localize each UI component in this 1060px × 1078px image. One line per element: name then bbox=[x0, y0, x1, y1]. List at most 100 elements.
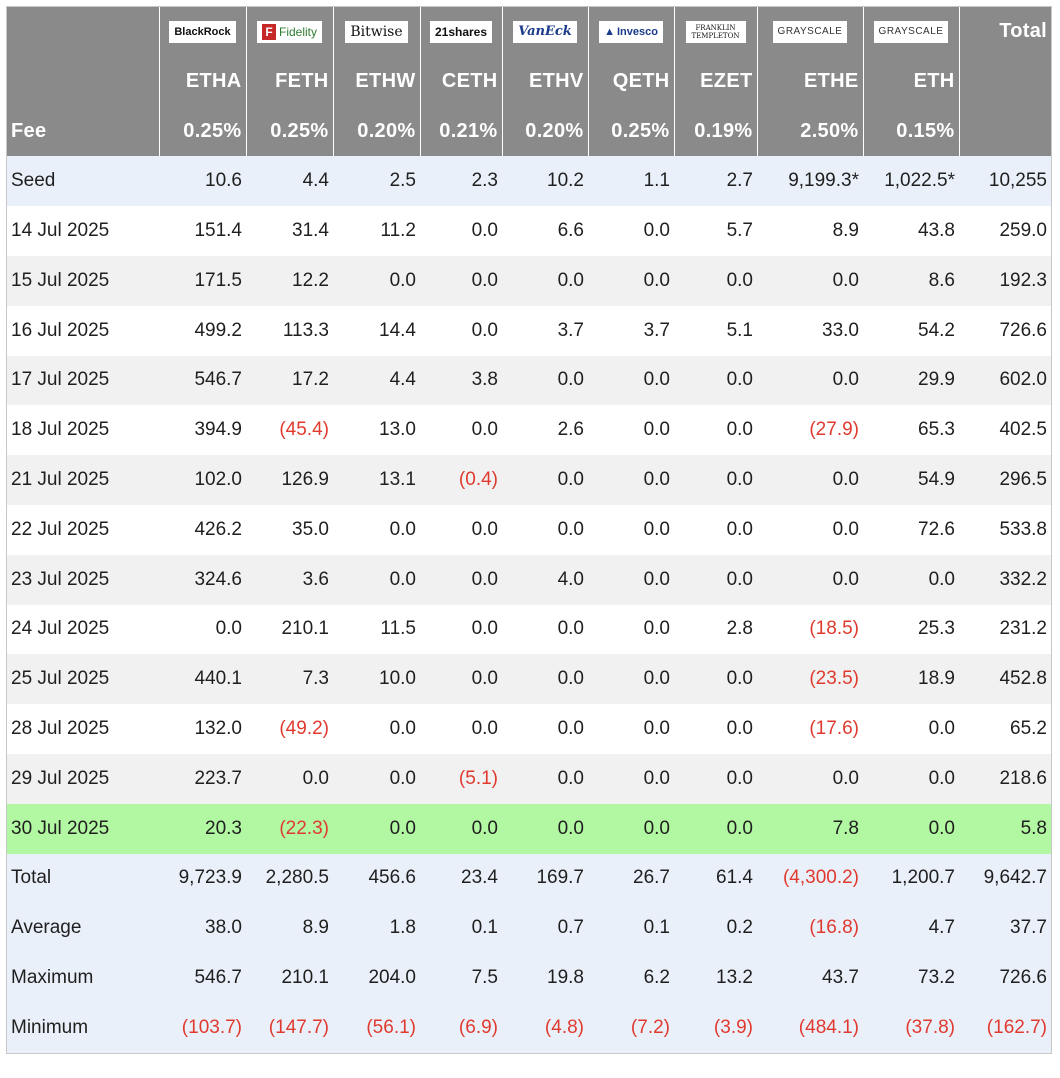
flow-cell: 7.8 bbox=[757, 803, 863, 854]
table-row: 25 Jul 2025 440.1 7.3 10.0 0.0 0.0 0.0 0.0 (23.5… bbox=[7, 654, 1051, 705]
flow-cell: 10.6 bbox=[159, 156, 246, 207]
flow-cell: 0.0 bbox=[757, 355, 863, 406]
table-row: 21 Jul 2025 102.0 126.9 13.1 (0.4) 0.0 0.0 0.0 0… bbox=[7, 455, 1051, 505]
flow-cell: 2.8 bbox=[674, 604, 757, 655]
flow-cell: 0.0 bbox=[674, 753, 757, 804]
flow-cell: 0.0 bbox=[588, 405, 674, 456]
flow-cell: 0.0 bbox=[757, 455, 863, 505]
row-total-cell: 602.0 bbox=[959, 355, 1051, 406]
flow-cell: 0.0 bbox=[863, 753, 959, 804]
logo-header-row: BlackRock F Fidelity Bitwise 21shares Van… bbox=[7, 7, 1051, 57]
flow-cell: 0.0 bbox=[588, 504, 674, 555]
flow-cell: 6.2 bbox=[588, 953, 674, 1003]
flow-cell: 4.7 bbox=[863, 903, 959, 954]
flow-cell: 0.0 bbox=[420, 554, 502, 605]
flow-cell: 0.0 bbox=[420, 803, 502, 854]
row-label: 14 Jul 2025 bbox=[7, 206, 159, 256]
table-row: 28 Jul 2025 132.0 (49.2) 0.0 0.0 0.0 0.0 0.0 (17… bbox=[7, 704, 1051, 754]
flow-cell: 0.0 bbox=[588, 255, 674, 306]
flow-cell: 0.0 bbox=[502, 654, 588, 705]
flow-cell: (484.1) bbox=[757, 1002, 863, 1053]
flow-cell: 1,022.5* bbox=[863, 156, 959, 207]
flow-cell: 25.3 bbox=[863, 604, 959, 655]
flow-cell: 171.5 bbox=[159, 255, 246, 306]
flow-cell: 0.0 bbox=[420, 604, 502, 655]
fidelity-logo-text: Fidelity bbox=[278, 25, 317, 40]
flow-cell: 546.7 bbox=[159, 953, 246, 1003]
flow-cell: 0.0 bbox=[502, 753, 588, 804]
flow-cell: (147.7) bbox=[246, 1002, 333, 1053]
flow-cell: 0.0 bbox=[674, 654, 757, 705]
logo-cell-franklin: FRANKLIN TEMPLETON bbox=[673, 7, 757, 57]
flow-cell: 18.9 bbox=[863, 654, 959, 705]
invesco-mountain-icon: ▲ bbox=[604, 26, 615, 39]
flow-cell: (22.3) bbox=[246, 803, 333, 854]
bitwise-logo: Bitwise bbox=[345, 21, 408, 44]
row-total-cell: 231.2 bbox=[959, 604, 1051, 655]
ticker-total-cell bbox=[958, 56, 1051, 107]
row-label: 28 Jul 2025 bbox=[7, 704, 159, 754]
flow-cell: 0.0 bbox=[674, 704, 757, 754]
flow-cell: 2.3 bbox=[420, 156, 502, 207]
flow-cell: 9,723.9 bbox=[159, 853, 246, 904]
fee-cell: 0.25% bbox=[245, 106, 333, 157]
ticker-cell: FETH bbox=[245, 56, 333, 107]
fee-cell: 0.25% bbox=[587, 106, 674, 157]
flow-cell: (6.9) bbox=[420, 1002, 502, 1053]
flow-cell: 5.1 bbox=[674, 305, 757, 356]
flow-cell: 102.0 bbox=[159, 455, 246, 505]
flow-cell: 0.0 bbox=[757, 504, 863, 555]
logo-cell-grayscale-eth: GRAYSCALE bbox=[862, 7, 959, 57]
flow-cell: (4,300.2) bbox=[757, 853, 863, 904]
table-row: Minimum (103.7) (147.7) (56.1) (6.9) (4.8) (7.… bbox=[7, 1002, 1051, 1053]
etf-flow-table-container: BlackRock F Fidelity Bitwise 21shares Van… bbox=[6, 6, 1052, 1054]
flow-cell: 10.0 bbox=[333, 654, 420, 705]
flow-cell: 499.2 bbox=[159, 305, 246, 356]
flow-cell: 3.7 bbox=[502, 305, 588, 356]
ticker-cell: ETHA bbox=[158, 56, 246, 107]
flow-cell: 12.2 bbox=[246, 255, 333, 306]
ticker-cell: ETHW bbox=[332, 56, 420, 107]
flow-cell: 31.4 bbox=[246, 206, 333, 256]
flow-cell: 426.2 bbox=[159, 504, 246, 555]
flow-cell: 0.0 bbox=[674, 504, 757, 555]
flow-cell: 23.4 bbox=[420, 853, 502, 904]
flow-cell: 0.0 bbox=[333, 753, 420, 804]
flow-cell: 0.0 bbox=[863, 554, 959, 605]
flow-cell: 204.0 bbox=[333, 953, 420, 1003]
flow-cell: 26.7 bbox=[588, 853, 674, 904]
ticker-row: ETHA FETH ETHW CETH ETHV QETH EZET ETHE … bbox=[7, 56, 1051, 107]
franklin-templeton-logo: FRANKLIN TEMPLETON bbox=[685, 21, 746, 44]
flow-cell: 151.4 bbox=[159, 206, 246, 256]
flow-cell: (5.1) bbox=[420, 753, 502, 804]
flow-cell: 0.0 bbox=[588, 704, 674, 754]
vaneck-logo: VanEck bbox=[513, 21, 577, 44]
row-total-cell: 452.8 bbox=[959, 654, 1051, 705]
flow-cell: 13.1 bbox=[333, 455, 420, 505]
flow-cell: 3.8 bbox=[420, 355, 502, 406]
logo-cell-bitwise: Bitwise bbox=[332, 7, 420, 57]
flow-data-body: Seed 10.6 4.4 2.5 2.3 10.2 1.1 2.7 9,199.3* 1,022… bbox=[7, 156, 1051, 1053]
flow-cell: 0.0 bbox=[420, 206, 502, 256]
table-row: 23 Jul 2025 324.6 3.6 0.0 0.0 4.0 0.0 0.0 0.0 0.0… bbox=[7, 554, 1051, 605]
table-row: 14 Jul 2025 151.4 31.4 11.2 0.0 6.6 0.0 5.7 8.9 4… bbox=[7, 206, 1051, 256]
row-total-cell: 726.6 bbox=[959, 305, 1051, 356]
row-total-cell: 218.6 bbox=[959, 753, 1051, 804]
table-row: 30 Jul 2025 20.3 (22.3) 0.0 0.0 0.0 0.0 0.0 7.8 0… bbox=[7, 803, 1051, 854]
flow-cell: 0.0 bbox=[588, 654, 674, 705]
flow-cell: 0.0 bbox=[588, 604, 674, 655]
flow-cell: 0.0 bbox=[420, 504, 502, 555]
flow-cell: 4.4 bbox=[246, 156, 333, 207]
row-label: Average bbox=[7, 903, 159, 954]
flow-cell: (49.2) bbox=[246, 704, 333, 754]
flow-cell: 0.0 bbox=[502, 455, 588, 505]
table-row: Total 9,723.9 2,280.5 456.6 23.4 169.7 26.7 61.… bbox=[7, 853, 1051, 904]
invesco-logo: ▲ Invesco bbox=[599, 21, 663, 44]
flow-cell: 0.1 bbox=[420, 903, 502, 954]
flow-cell: 3.7 bbox=[588, 305, 674, 356]
flow-cell: 8.9 bbox=[246, 903, 333, 954]
fee-cell: 0.20% bbox=[332, 106, 420, 157]
fidelity-logo: F Fidelity bbox=[256, 21, 322, 44]
table-row: Average 38.0 8.9 1.8 0.1 0.7 0.1 0.2 (16.8) 4.7 37… bbox=[7, 903, 1051, 954]
logo-cell-21shares: 21shares bbox=[419, 7, 502, 57]
